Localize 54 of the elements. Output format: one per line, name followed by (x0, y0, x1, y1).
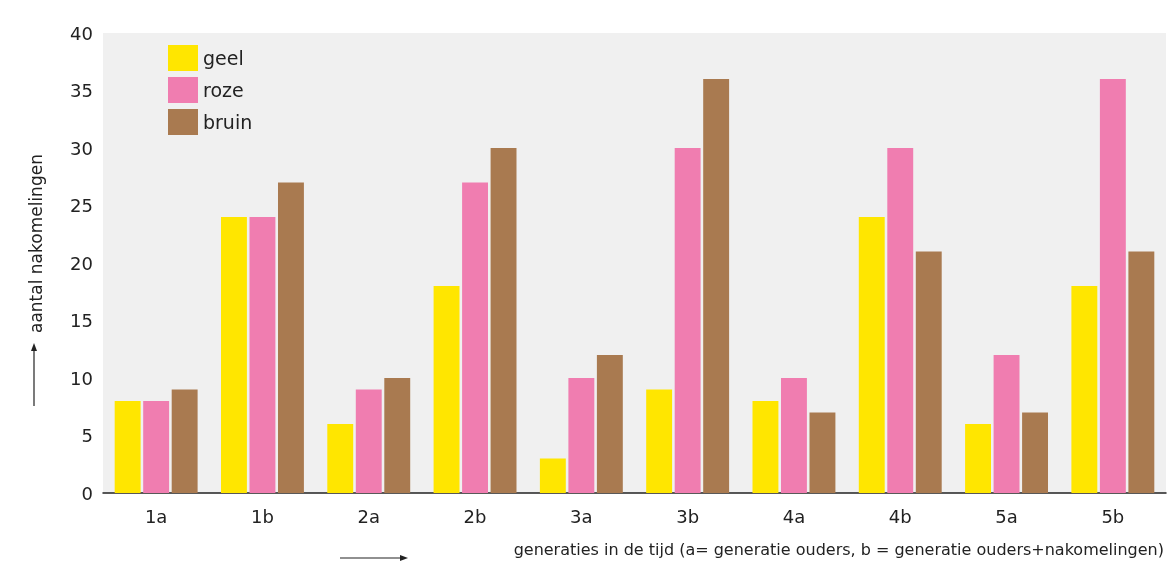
y-tick-label: 5 (81, 425, 93, 446)
bar (1099, 79, 1126, 493)
bar (646, 389, 673, 493)
legend-label: bruin (203, 111, 253, 133)
bar (915, 251, 942, 493)
y-tick-label: 25 (70, 195, 93, 216)
y-tick-label: 15 (70, 310, 93, 331)
legend-label: geel (203, 47, 244, 69)
x-tick-label: 5b (1101, 505, 1125, 527)
x-tick-label: 4a (782, 505, 806, 527)
bar (780, 378, 807, 493)
bar (674, 148, 701, 493)
bar (114, 401, 141, 493)
y-tick-label: 40 (70, 22, 93, 44)
bar (1071, 286, 1098, 493)
bar (993, 355, 1020, 493)
y-tick-label: 20 (70, 252, 93, 274)
bar (596, 355, 623, 493)
bar (143, 401, 170, 493)
bar (1022, 412, 1049, 493)
bar (384, 378, 411, 493)
bar (809, 412, 836, 493)
x-tick-label: 5a (995, 505, 1018, 527)
x-tick-label: 1a (144, 505, 168, 527)
x-tick-label: 3b (676, 505, 700, 527)
bar (220, 217, 247, 493)
y-axis-title: aantal nakomelingen (26, 154, 46, 333)
bar (752, 401, 779, 493)
bar (490, 148, 517, 493)
bar (278, 182, 304, 493)
x-tick-label: 3a (570, 505, 593, 527)
y-tick-label: 10 (70, 367, 93, 389)
x-axis-title: generaties in de tijd (a= generatie ouders, b = generatie ouders+nakomelingen) (513, 539, 1164, 559)
legend-label: roze (203, 79, 244, 101)
bar (703, 79, 730, 493)
x-tick-label: 1b (251, 505, 274, 527)
bar (858, 217, 885, 493)
bar (568, 378, 595, 493)
bar (249, 217, 276, 493)
bar (887, 148, 914, 493)
x-tick-label: 4b (888, 505, 912, 527)
bar (1128, 251, 1155, 493)
bar (539, 458, 566, 493)
bar (433, 286, 460, 493)
y-tick-label: 30 (70, 137, 93, 159)
bar (462, 182, 489, 493)
bar (965, 424, 991, 493)
x-tick-label: 2b (463, 505, 487, 527)
x-tick-label: 2a (357, 505, 380, 527)
y-tick-label: 35 (70, 80, 93, 101)
bar (171, 389, 198, 493)
bar (327, 424, 354, 493)
y-tick-label: 0 (81, 482, 93, 504)
bar (355, 389, 382, 493)
